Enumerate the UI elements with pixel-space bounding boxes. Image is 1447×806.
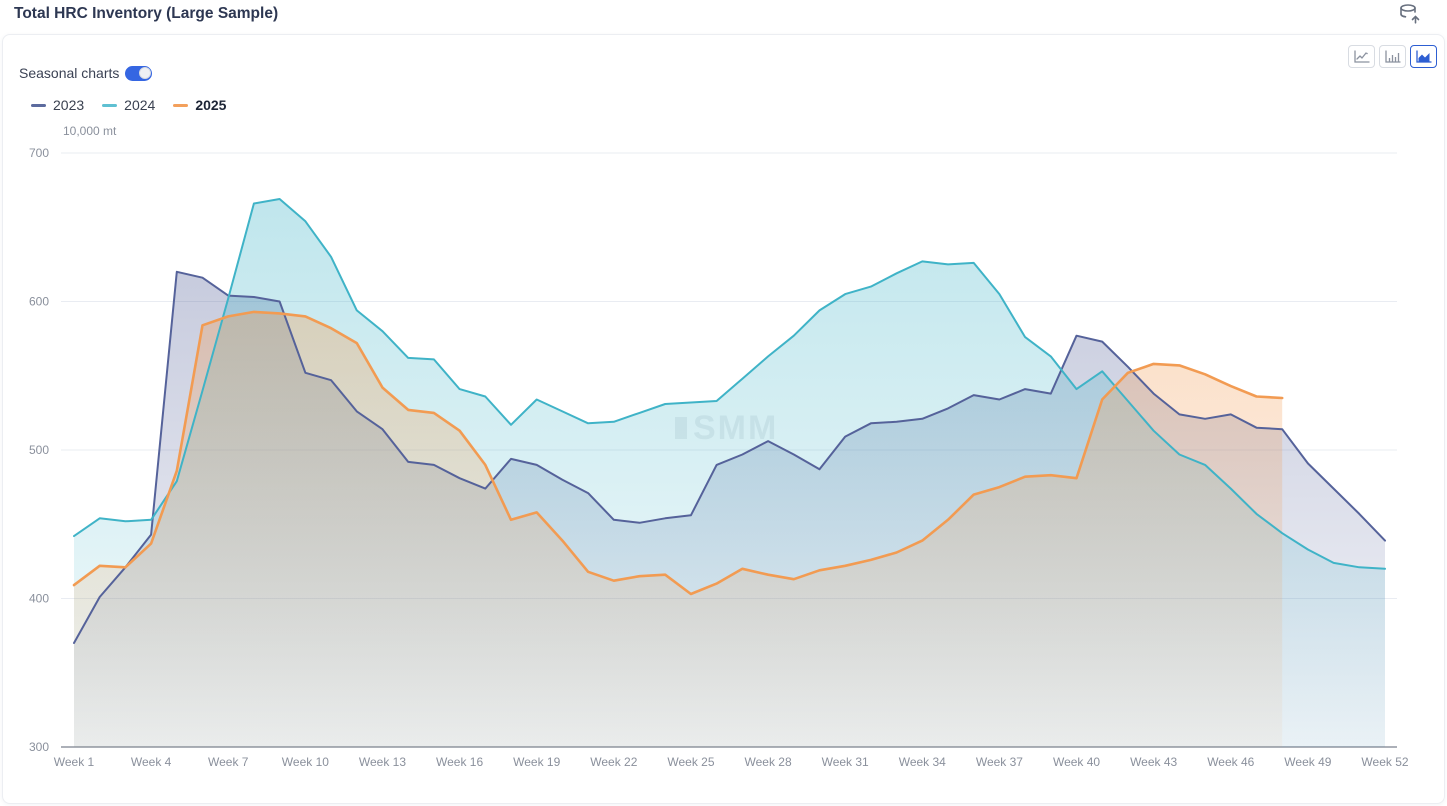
svg-text:Week 19: Week 19 bbox=[513, 755, 560, 769]
legend-label-2025: 2025 bbox=[195, 97, 227, 113]
svg-text:Week 10: Week 10 bbox=[282, 755, 329, 769]
export-data-icon[interactable] bbox=[1397, 2, 1421, 26]
seasonal-charts-label: Seasonal charts bbox=[19, 65, 120, 81]
svg-text:10,000 mt: 10,000 mt bbox=[63, 124, 117, 138]
chart-card: Seasonal charts 2023 2024 2025 bbox=[2, 34, 1445, 804]
svg-text:700: 700 bbox=[29, 146, 49, 160]
legend-item-2023[interactable]: 2023 bbox=[31, 97, 84, 113]
seasonal-charts-control: Seasonal charts bbox=[19, 64, 153, 82]
chart-legend: 2023 2024 2025 bbox=[31, 96, 226, 114]
svg-text:400: 400 bbox=[29, 592, 49, 606]
svg-text:Week 16: Week 16 bbox=[436, 755, 483, 769]
legend-dash-2024 bbox=[102, 103, 118, 107]
svg-text:Week 4: Week 4 bbox=[131, 755, 172, 769]
legend-item-2025[interactable]: 2025 bbox=[173, 97, 226, 113]
seasonal-charts-toggle[interactable] bbox=[125, 65, 153, 81]
page-title: Total HRC Inventory (Large Sample) bbox=[14, 5, 279, 22]
legend-dash-2023 bbox=[31, 103, 46, 107]
chart-type-line-button[interactable] bbox=[1348, 45, 1375, 68]
legend-label-2024: 2024 bbox=[124, 97, 156, 113]
svg-text:Week 52: Week 52 bbox=[1361, 755, 1408, 769]
svg-text:500: 500 bbox=[29, 443, 49, 457]
chart-type-bar-button[interactable] bbox=[1379, 45, 1406, 68]
chart-type-area-button[interactable] bbox=[1410, 45, 1437, 68]
svg-text:Week 25: Week 25 bbox=[667, 755, 714, 769]
svg-text:Week 34: Week 34 bbox=[899, 755, 946, 769]
chart-type-switcher bbox=[1348, 45, 1437, 68]
svg-text:Week 37: Week 37 bbox=[976, 755, 1023, 769]
toggle-knob bbox=[138, 67, 151, 79]
legend-dash-2025 bbox=[173, 103, 189, 107]
svg-text:Week 31: Week 31 bbox=[822, 755, 869, 769]
line-2025 bbox=[72, 310, 1284, 596]
svg-text:Week 40: Week 40 bbox=[1053, 755, 1100, 769]
svg-text:Week 1: Week 1 bbox=[54, 755, 95, 769]
area-2025 bbox=[74, 311, 1283, 747]
line-2023 bbox=[73, 270, 1386, 644]
svg-text:Week 49: Week 49 bbox=[1284, 755, 1331, 769]
svg-text:Week 43: Week 43 bbox=[1130, 755, 1177, 769]
line-2024 bbox=[73, 198, 1386, 570]
svg-text:Week 46: Week 46 bbox=[1207, 755, 1254, 769]
seasonal-area-chart[interactable]: 300 400 500 600 700 10,000 mt Week 1 Week 4 Week… bbox=[3, 35, 1446, 805]
legend-label-2023: 2023 bbox=[53, 97, 85, 113]
svg-text:300: 300 bbox=[29, 740, 49, 754]
legend-item-2024[interactable]: 2024 bbox=[102, 97, 155, 113]
svg-text:Week 13: Week 13 bbox=[359, 755, 406, 769]
svg-text:Week 28: Week 28 bbox=[744, 755, 791, 769]
svg-text:Week 7: Week 7 bbox=[208, 755, 249, 769]
svg-text:Week 22: Week 22 bbox=[590, 755, 637, 769]
svg-text:600: 600 bbox=[29, 295, 49, 309]
